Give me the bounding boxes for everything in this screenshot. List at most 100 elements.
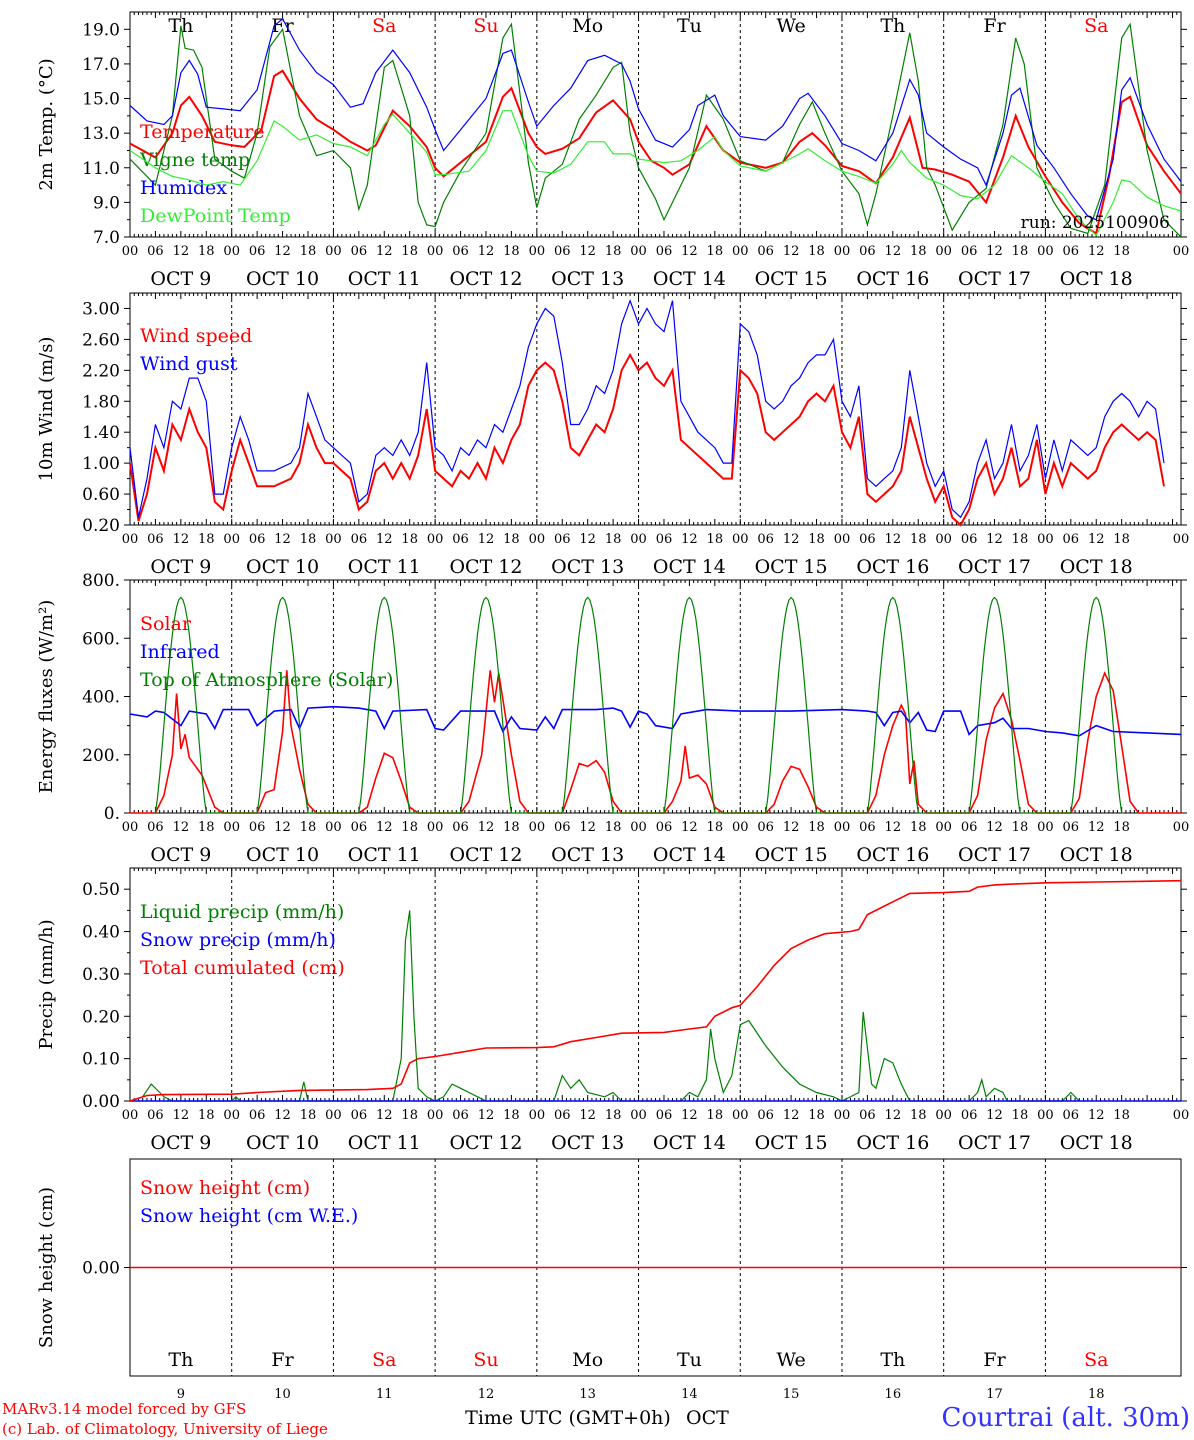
- x-hour-label: 18: [198, 820, 215, 835]
- panel-precip: 0.00 0.10 0.20 0.30 0.40 0.50 Precip (mm/h) 00 0…: [36, 867, 1189, 1154]
- x-hour-label: 12: [376, 820, 393, 835]
- x-date-label: OCT 12: [449, 844, 522, 866]
- x-hour-label: 12: [376, 244, 393, 259]
- weekday-label: Sa: [1084, 15, 1108, 37]
- legend-entry: Humidex: [140, 177, 227, 199]
- x-hour-label: 18: [300, 1108, 317, 1123]
- x-hour-label: 18: [198, 532, 215, 547]
- y-tick-label: 0.: [104, 804, 120, 824]
- x-hour-label: 00: [325, 244, 342, 259]
- x-hour-label: 00: [427, 244, 444, 259]
- x-hour-label: 18: [910, 244, 927, 259]
- x-hour-label: 00: [935, 1108, 952, 1123]
- x-date-label: OCT 17: [958, 556, 1031, 578]
- weekday-label: We: [776, 15, 805, 37]
- x-hour-label: 18: [808, 820, 825, 835]
- x-hour-label: 06: [351, 820, 368, 835]
- weekday-label: Fr: [983, 1349, 1006, 1371]
- x-date-label: OCT 11: [348, 844, 421, 866]
- x-hour-label: 12: [986, 1108, 1003, 1123]
- legend-entry: Infrared: [140, 641, 220, 663]
- x-date-label: OCT 18: [1060, 1132, 1133, 1154]
- y-tick-label: 2.20: [82, 361, 120, 381]
- x-hour-label: 18: [401, 820, 418, 835]
- panel-snow: 0.00 Snow height (cm) Th 9 Fr 10 Sa 11 Su 12 Mo 13 T…: [36, 1158, 1187, 1402]
- x-hour-label: 06: [554, 532, 571, 547]
- day-number-label: 18: [1088, 1387, 1105, 1402]
- x-date-label: OCT 11: [348, 556, 421, 578]
- x-hour-label: 06: [249, 244, 266, 259]
- legend-entry: Total cumulated (cm): [140, 957, 345, 979]
- y-axis-title: Snow height (cm): [36, 1187, 57, 1348]
- x-hour-label: 18: [300, 820, 317, 835]
- x-hour-label: 06: [1063, 820, 1080, 835]
- x-hour-label: 12: [885, 244, 902, 259]
- weekday-label: Tu: [677, 1349, 702, 1371]
- x-hour-label: 12: [783, 1108, 800, 1123]
- y-tick-label: 17.0: [82, 55, 120, 75]
- x-hour-label: 00: [834, 244, 851, 259]
- day-number-label: 15: [783, 1387, 800, 1402]
- x-hour-label: 12: [579, 244, 596, 259]
- x-hour-label: 00: [223, 820, 240, 835]
- x-hour-label: 12: [376, 532, 393, 547]
- x-date-label: OCT 17: [958, 844, 1031, 866]
- x-hour-label: 12: [1088, 244, 1105, 259]
- x-hour-label: 18: [910, 532, 927, 547]
- x-hour-label: 06: [757, 244, 774, 259]
- y-tick-label: 600.: [82, 629, 120, 649]
- y-tick-label: 1.00: [82, 454, 120, 474]
- x-hour-label: 00: [122, 1108, 139, 1123]
- x-hour-label: 06: [656, 1108, 673, 1123]
- x-hour-label: 06: [961, 820, 978, 835]
- x-hour-label: 00: [630, 820, 647, 835]
- x-hour-label: 00: [935, 244, 952, 259]
- day-number-label: 9: [177, 1387, 185, 1402]
- x-hour-label: 18: [503, 532, 520, 547]
- x-hour-label: 06: [859, 820, 876, 835]
- legend-entry: Snow height (cm W.E.): [140, 1205, 358, 1227]
- plot-frame: [129, 11, 1182, 238]
- x-hour-label: 18: [605, 244, 622, 259]
- x-hour-label: 06: [554, 244, 571, 259]
- x-hour-label: 00: [1173, 244, 1190, 259]
- weekday-label: Sa: [372, 15, 396, 37]
- x-hour-label: 06: [961, 532, 978, 547]
- y-axis-title: 10m Wind (m/s): [36, 337, 57, 482]
- x-hour-label: 12: [579, 532, 596, 547]
- x-hour-label: 00: [935, 532, 952, 547]
- x-hour-label: 00: [630, 532, 647, 547]
- x-hour-label: 06: [859, 1108, 876, 1123]
- x-hour-label: 12: [783, 244, 800, 259]
- x-hour-label: 18: [808, 244, 825, 259]
- weekday-label: Th: [880, 15, 905, 37]
- x-date-label: OCT 14: [653, 556, 726, 578]
- y-tick-label: 19.0: [82, 20, 120, 40]
- x-hour-label: 12: [579, 820, 596, 835]
- y-tick-label: 7.0: [93, 228, 120, 248]
- x-hour-label: 06: [554, 1108, 571, 1123]
- x-hour-label: 18: [1113, 1108, 1130, 1123]
- x-date-label: OCT 18: [1060, 268, 1133, 290]
- x-hour-label: 06: [859, 244, 876, 259]
- x-hour-label: 00: [1037, 820, 1054, 835]
- y-tick-label: 1.40: [82, 423, 120, 443]
- x-hour-label: 12: [274, 1108, 291, 1123]
- panel-wind: 0.20 0.60 1.00 1.40 1.80 2.20 2.60 3.00 10m Wind…: [36, 292, 1189, 578]
- x-hour-label: 12: [478, 1108, 495, 1123]
- day-number-label: 14: [681, 1387, 698, 1402]
- series-line-total-cumulated-cm-: [129, 879, 1182, 1102]
- x-hour-label: 18: [605, 1108, 622, 1123]
- x-hour-label: 00: [427, 532, 444, 547]
- panel-temp: 7.0 9.0 11.0 13.0 15.0 17.0 19.0 2m Temp. (°C) 0…: [36, 11, 1190, 290]
- x-hour-label: 18: [503, 820, 520, 835]
- x-date-label: OCT 16: [856, 844, 929, 866]
- x-hour-label: 00: [223, 1108, 240, 1123]
- legend-entry: Wind speed: [140, 325, 252, 347]
- x-hour-label: 12: [783, 820, 800, 835]
- x-hour-label: 06: [859, 532, 876, 547]
- y-tick-label: 15.0: [82, 90, 120, 110]
- y-tick-label: 0.00: [82, 1259, 120, 1279]
- x-hour-label: 18: [707, 1108, 724, 1123]
